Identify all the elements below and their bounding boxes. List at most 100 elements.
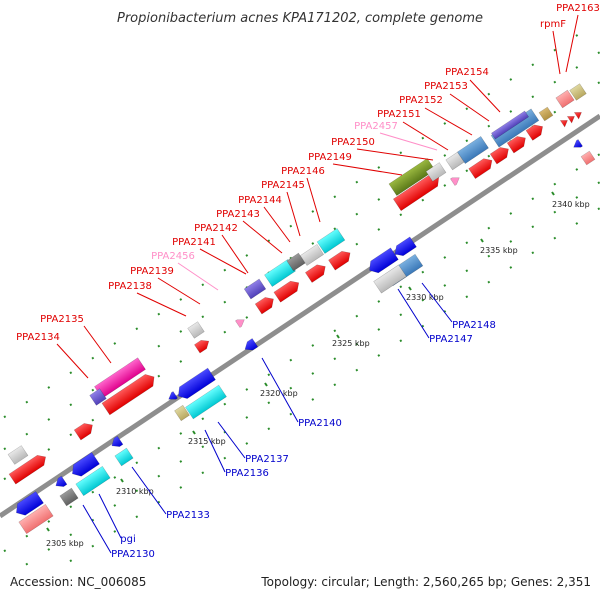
gene-feature [468,158,493,179]
grid-dot [597,81,600,85]
grid-dot [333,383,337,387]
gene-feature [566,116,575,124]
gene-feature [187,321,205,339]
top-gene-label: PPA2142 [194,223,238,234]
gene-feature [235,319,245,328]
label-leader-line [177,262,219,291]
grid-dot [179,432,183,435]
gene-shape [178,367,216,399]
label-leader-line [242,220,283,254]
top-gene-label: PPA2143 [216,209,260,220]
grid-dot [201,471,205,475]
grid-dot [157,446,161,450]
gene-feature [300,244,324,266]
grid-dot [3,477,7,481]
gene-shape [300,244,324,266]
gene-feature [59,487,79,507]
grid-dot [487,154,491,158]
gene-feature [72,452,100,477]
top-gene-label: PPA2154 [445,67,489,78]
grid-dot [509,240,513,243]
label-leader-line [136,292,187,317]
label-leader-line [402,121,449,151]
grid-dot [531,225,535,229]
gene-shape [55,475,68,487]
top-gene-label: PPA2134 [16,332,60,343]
genome-summary-text: Topology: circular; Length: 2,560,265 bp… [260,575,591,589]
grid-dot [465,169,469,173]
tick-label: 2305 kbp [46,539,84,548]
grid-dot [553,80,557,84]
grid-dot [553,236,557,240]
grid-dot [487,226,491,230]
tick-mark [480,238,484,243]
gene-shape [185,384,227,420]
grid-dot [487,124,491,128]
gene-feature [445,151,465,171]
label-leader-line [469,79,501,113]
gene-feature [286,252,306,272]
grid-dot [311,344,315,347]
grid-dot [421,136,425,140]
grid-dot [69,403,73,407]
grid-dot [267,373,271,377]
gene-shape [573,139,583,148]
grid-dot [3,415,7,419]
grid-dot [377,166,381,169]
grid-dot [157,312,161,316]
grid-dot [399,313,403,317]
gene-feature [573,112,582,120]
tick-label: 2325 kbp [332,339,370,348]
grid-dot [113,476,117,479]
gene-feature [538,106,554,122]
grid-dot [509,266,513,269]
gene-feature [373,264,407,294]
tick-mark [192,430,196,435]
grid-dot [47,548,51,551]
grid-dot [69,505,73,509]
grid-dot [355,342,359,346]
label-leaders [56,14,579,554]
gene-shape [491,110,529,140]
grid-dot [443,184,447,187]
grid-dot [3,447,7,451]
top-gene-label: PPA2163 [556,3,600,14]
gene-shape [559,120,568,128]
gene-shape [580,150,596,166]
gene-feature [114,447,134,467]
grid-dot [311,242,315,245]
gene-shape [16,491,44,516]
label-leader-line [199,248,247,275]
grid-dot [597,207,600,211]
grid-dot [3,549,7,553]
grid-dots [3,34,600,566]
grid-dot [443,284,447,287]
label-leader-line [332,163,403,176]
gene-feature [111,435,124,447]
gene-shape [264,259,296,287]
grid-dot [333,195,337,199]
gene-shape [75,465,111,497]
bottom-gene-label: PPA2137 [245,454,289,465]
grid-dot [531,63,535,67]
grid-dot [69,433,73,437]
gene-feature [244,338,259,351]
bottom-gene-label: PPA2148 [452,320,496,331]
top-gene-label: PPA2144 [238,195,282,206]
gene-feature [305,264,326,283]
gene-shape [114,447,134,467]
grid-dot [333,357,337,361]
gene-shape [566,116,575,124]
bottom-gene-label: PPA2140 [298,418,342,429]
tick-mark [551,191,555,196]
gene-shape [457,136,489,164]
gene-shape [468,158,493,179]
gene-shape [254,297,274,315]
grid-dot [25,534,29,538]
grid-dot [245,388,249,391]
gene-feature [194,340,210,354]
label-leader-line [397,288,430,339]
gene-shape [450,177,460,186]
